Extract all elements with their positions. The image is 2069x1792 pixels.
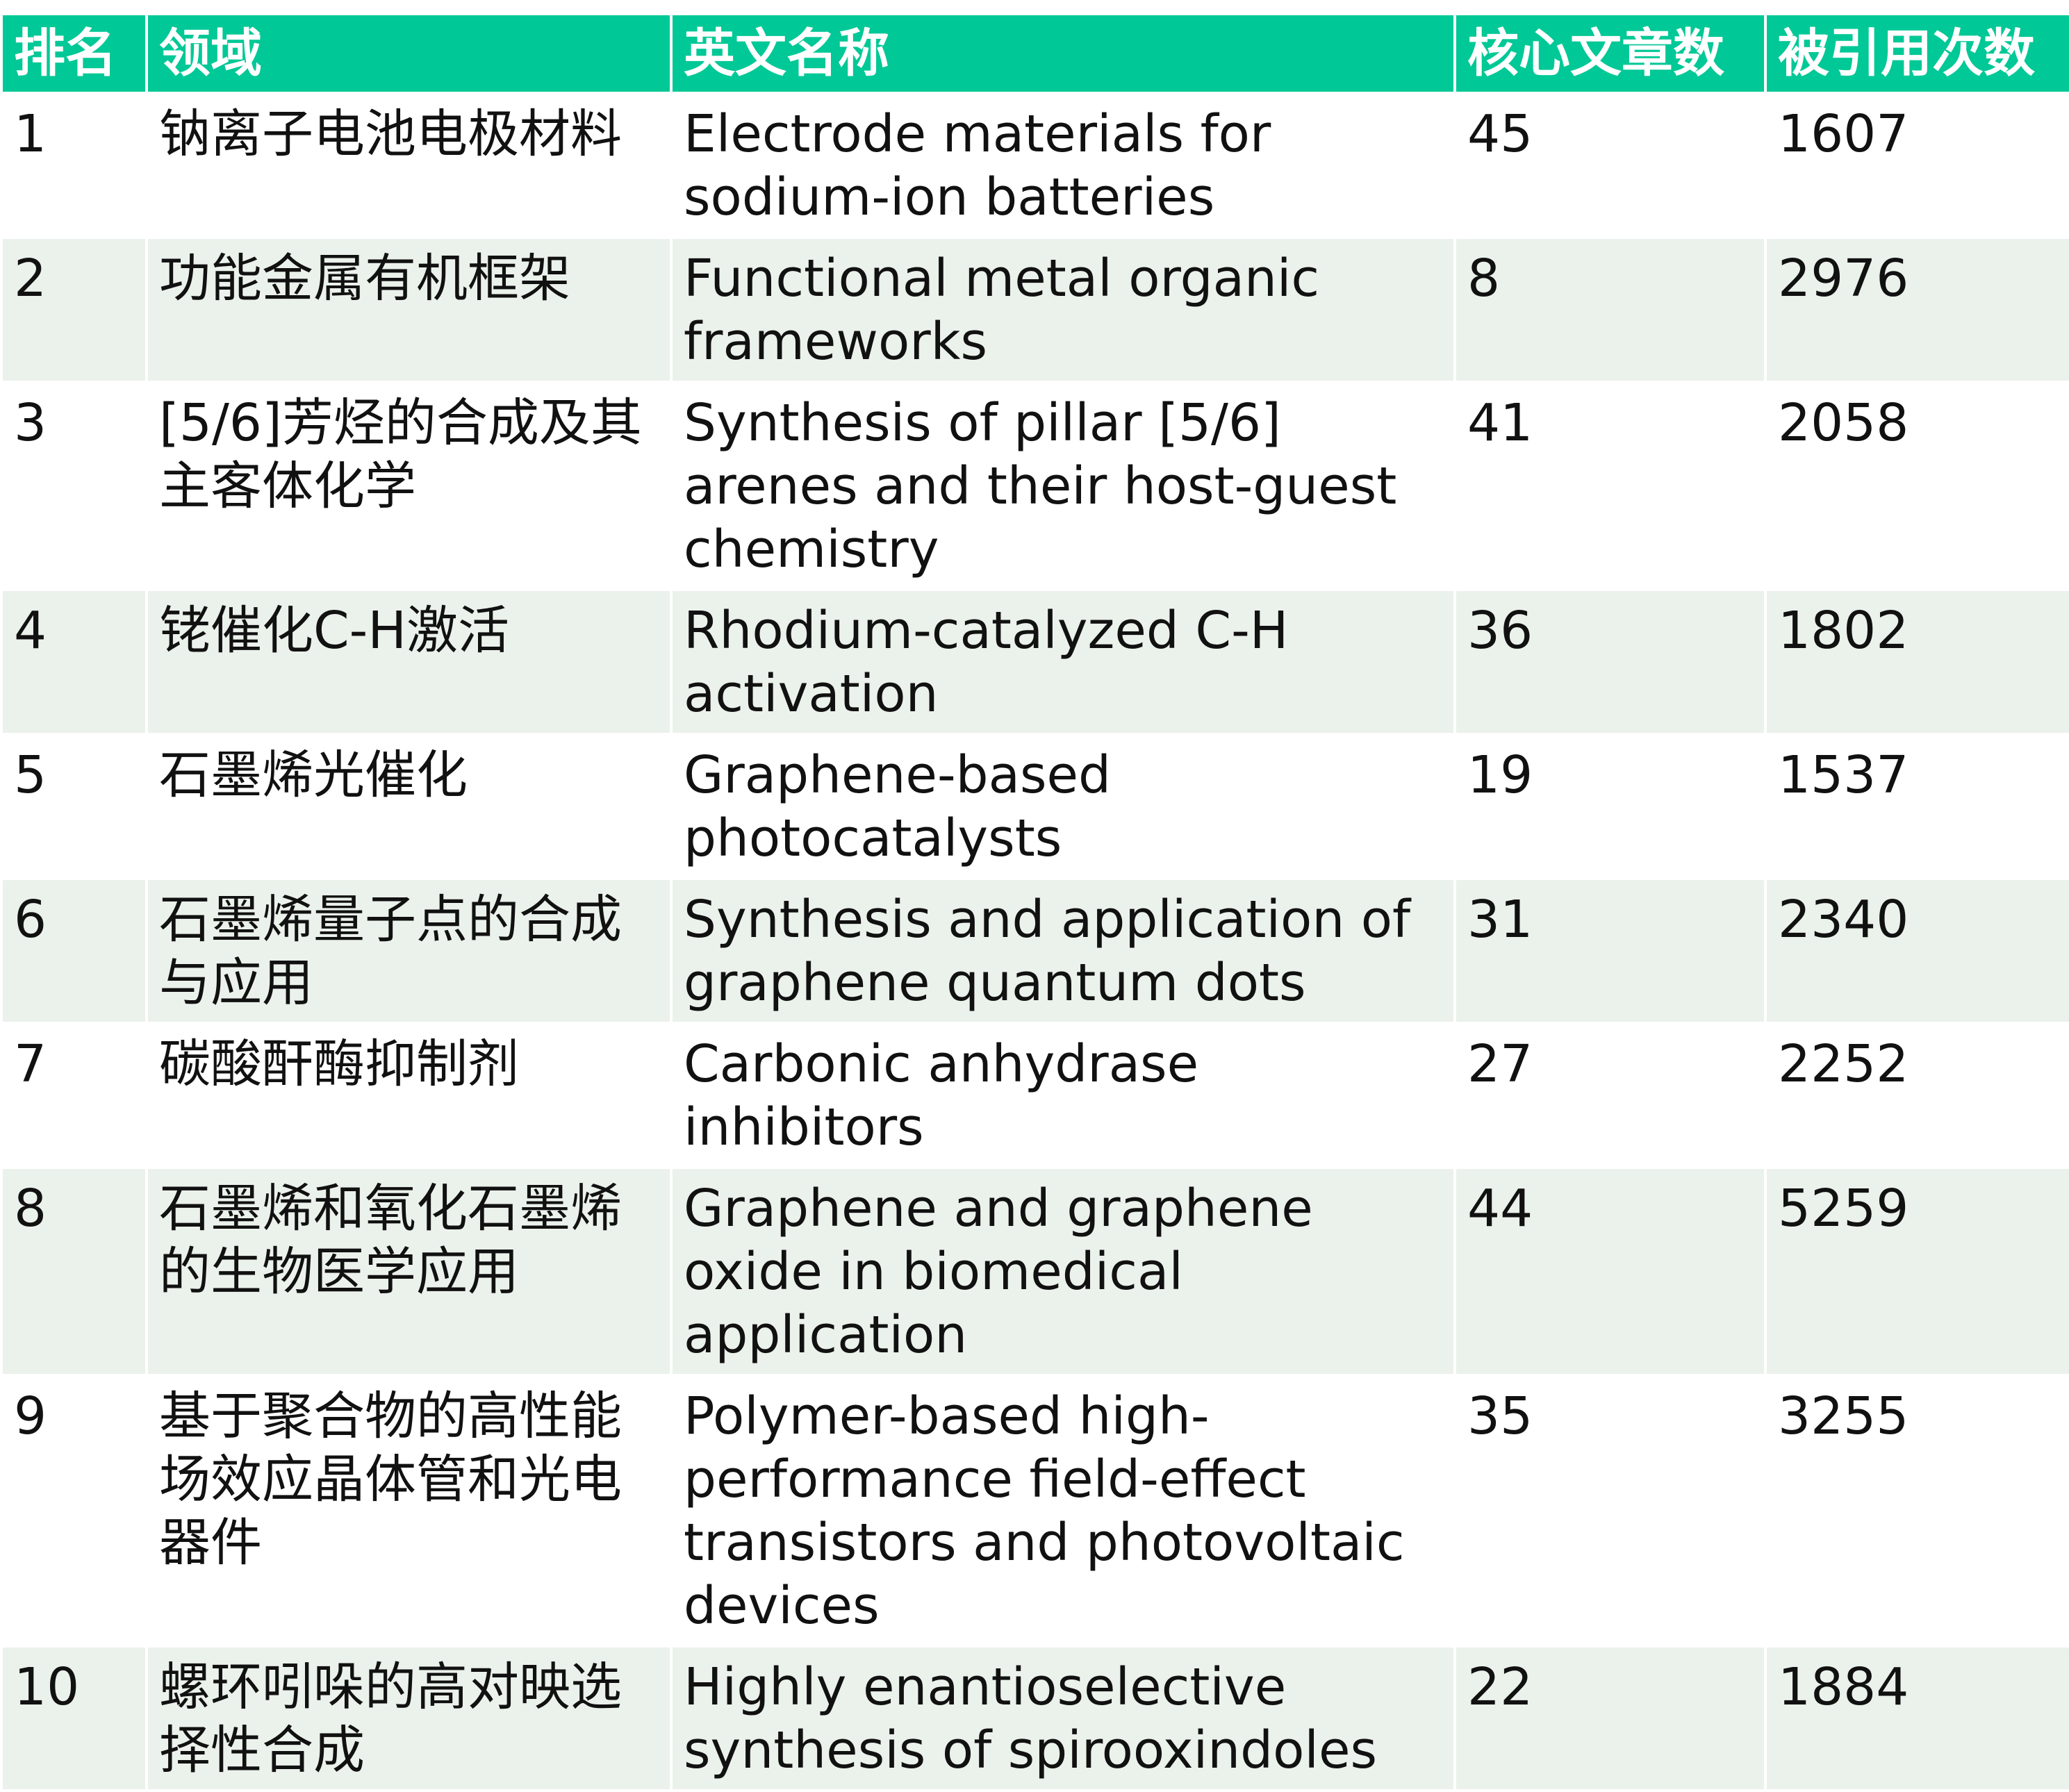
cell-core-papers: 27 <box>1453 1022 1767 1169</box>
cell-citations: 1884 <box>1764 1645 2069 1792</box>
table-row: 1 钠离子电池电极材料 Electrode materials for sodium… <box>0 92 2069 239</box>
cell-english-name: Carbonic anhydrase inhibitors <box>670 1022 1456 1169</box>
cell-field: 螺环吲哚的高对映选择性合成 <box>145 1645 673 1792</box>
cell-field: 石墨烯量子点的合成与应用 <box>145 877 673 1024</box>
table-row: 8 石墨烯和氧化石墨烯的生物医学应用 Graphene and graphene o… <box>0 1166 2069 1377</box>
cell-core-papers: 31 <box>1453 877 1767 1024</box>
cell-field: 钠离子电池电极材料 <box>145 92 673 239</box>
cell-field: 功能金属有机框架 <box>145 236 673 383</box>
cell-rank: 10 <box>0 1645 148 1792</box>
cell-citations: 2252 <box>1764 1022 2069 1169</box>
header-core-papers: 核心文章数 <box>1453 13 1767 94</box>
research-fields-table: 排名 领域 英文名称 核心文章数 被引用次数 1 钠离子电池电极材料 Electro… <box>0 13 2069 1792</box>
cell-field: 基于聚合物的高性能场效应晶体管和光电器件 <box>145 1374 673 1648</box>
header-english-name: 英文名称 <box>670 13 1456 94</box>
cell-citations: 1802 <box>1764 588 2069 736</box>
cell-citations: 3255 <box>1764 1374 2069 1648</box>
table-row: 9 基于聚合物的高性能场效应晶体管和光电器件 Polymer-based high-… <box>0 1374 2069 1648</box>
cell-core-papers: 44 <box>1453 1166 1767 1377</box>
cell-english-name: Highly enantioselective synthesis of spi… <box>670 1645 1456 1792</box>
header-citations: 被引用次数 <box>1764 13 2069 94</box>
cell-field: 石墨烯光催化 <box>145 733 673 880</box>
cell-english-name: Rhodium-catalyzed C-H activation <box>670 588 1456 736</box>
cell-citations: 1607 <box>1764 92 2069 239</box>
cell-rank: 6 <box>0 877 148 1024</box>
cell-field: 碳酸酐酶抑制剂 <box>145 1022 673 1169</box>
cell-rank: 3 <box>0 381 148 591</box>
cell-field: [5/6]芳烃的合成及其主客体化学 <box>145 381 673 591</box>
cell-english-name: Functional metal organic frameworks <box>670 236 1456 383</box>
cell-rank: 7 <box>0 1022 148 1169</box>
cell-field: 铑催化C-H激活 <box>145 588 673 736</box>
cell-english-name: Polymer-based high-performance field-eff… <box>670 1374 1456 1648</box>
cell-english-name: Electrode materials for sodium-ion batte… <box>670 92 1456 239</box>
cell-rank: 8 <box>0 1166 148 1377</box>
cell-core-papers: 35 <box>1453 1374 1767 1648</box>
cell-rank: 5 <box>0 733 148 880</box>
cell-citations: 2976 <box>1764 236 2069 383</box>
cell-english-name: Graphene and graphene oxide in biomedica… <box>670 1166 1456 1377</box>
table-row: 3 [5/6]芳烃的合成及其主客体化学 Synthesis of pillar [5… <box>0 381 2069 591</box>
header-rank: 排名 <box>0 13 148 94</box>
cell-citations: 5259 <box>1764 1166 2069 1377</box>
cell-field: 石墨烯和氧化石墨烯的生物医学应用 <box>145 1166 673 1377</box>
cell-core-papers: 41 <box>1453 381 1767 591</box>
table-row: 5 石墨烯光催化 Graphene-based photocatalysts 19 15… <box>0 733 2069 880</box>
cell-core-papers: 45 <box>1453 92 1767 239</box>
table-row: 10 螺环吲哚的高对映选择性合成 Highly enantioselective s… <box>0 1645 2069 1792</box>
cell-english-name: Graphene-based photocatalysts <box>670 733 1456 880</box>
cell-core-papers: 8 <box>1453 236 1767 383</box>
header-row: 排名 领域 英文名称 核心文章数 被引用次数 <box>0 13 2069 94</box>
cell-english-name: Synthesis and application of graphene qu… <box>670 877 1456 1024</box>
table-row: 4 铑催化C-H激活 Rhodium-catalyzed C-H activatio… <box>0 588 2069 736</box>
table-row: 2 功能金属有机框架 Functional metal organic framew… <box>0 236 2069 383</box>
header-field: 领域 <box>145 13 673 94</box>
cell-rank: 9 <box>0 1374 148 1648</box>
cell-core-papers: 36 <box>1453 588 1767 736</box>
cell-citations: 1537 <box>1764 733 2069 880</box>
cell-english-name: Synthesis of pillar [5/6] arenes and the… <box>670 381 1456 591</box>
cell-core-papers: 19 <box>1453 733 1767 880</box>
cell-citations: 2058 <box>1764 381 2069 591</box>
cell-rank: 4 <box>0 588 148 736</box>
cell-core-papers: 22 <box>1453 1645 1767 1792</box>
cell-rank: 1 <box>0 92 148 239</box>
cell-rank: 2 <box>0 236 148 383</box>
table-row: 6 石墨烯量子点的合成与应用 Synthesis and application o… <box>0 877 2069 1024</box>
cell-citations: 2340 <box>1764 877 2069 1024</box>
table-row: 7 碳酸酐酶抑制剂 Carbonic anhydrase inhibitors 27 2… <box>0 1022 2069 1169</box>
